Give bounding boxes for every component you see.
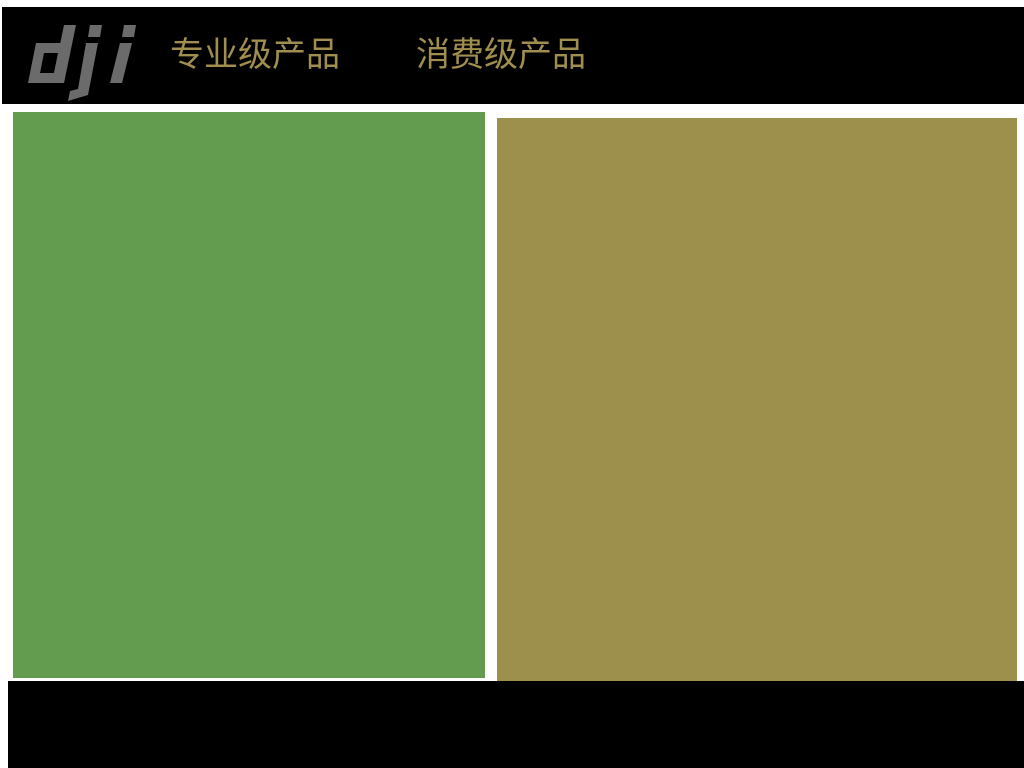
dji-logo[interactable]	[24, 17, 142, 103]
footer-bar	[8, 681, 1024, 768]
consumer-products-panel[interactable]	[497, 118, 1017, 681]
nav-consumer-products[interactable]: 消费级产品	[416, 35, 586, 75]
professional-products-panel[interactable]	[13, 112, 485, 678]
header-bar: 专业级产品 消费级产品	[2, 7, 1024, 104]
nav-professional-products[interactable]: 专业级产品	[170, 35, 340, 75]
